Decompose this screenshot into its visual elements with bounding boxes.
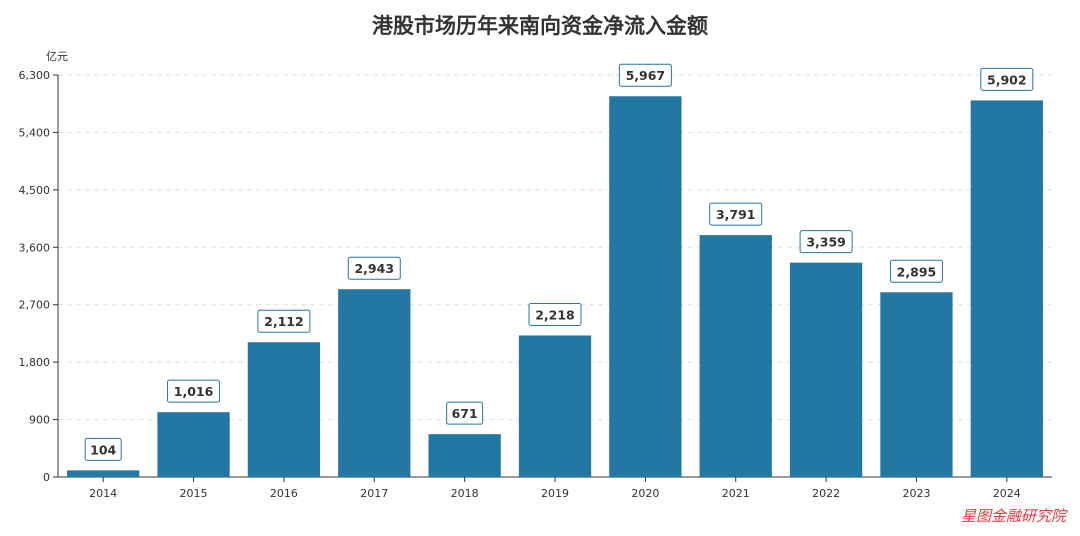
bar — [247, 342, 321, 477]
data-label-box — [167, 379, 221, 403]
x-tick-label: 2023 — [902, 487, 930, 500]
bar — [67, 470, 140, 477]
x-tick-label: 2014 — [89, 487, 117, 500]
bar — [970, 100, 1043, 478]
data-label: 2,943 — [354, 261, 394, 276]
y-tick-label: 1,800 — [19, 356, 51, 369]
bar — [789, 262, 863, 477]
data-label: 5,967 — [626, 68, 666, 83]
data-label: 2,112 — [264, 314, 304, 329]
y-tick-label: 0 — [43, 471, 50, 484]
x-tick-label: 2020 — [631, 487, 659, 500]
data-label: 671 — [452, 406, 478, 421]
data-label: 2,218 — [535, 307, 575, 322]
data-label-box — [257, 309, 311, 333]
data-label-box — [618, 63, 672, 87]
bar — [699, 235, 772, 477]
data-label-box — [799, 230, 853, 254]
y-tick-label: 2,700 — [19, 299, 51, 312]
bar — [338, 289, 411, 477]
y-axis-unit: 亿元 — [46, 50, 68, 63]
data-label: 104 — [90, 442, 116, 457]
bar — [880, 292, 953, 477]
watermark: 星图金融研究院 — [960, 507, 1066, 525]
data-label-box — [347, 256, 401, 280]
x-tick-label: 2016 — [270, 487, 298, 500]
x-tick-label: 2018 — [451, 487, 479, 500]
x-tick-label: 2019 — [541, 487, 569, 500]
x-tick-label: 2017 — [360, 487, 388, 500]
data-label: 2,895 — [897, 264, 937, 279]
bar — [518, 335, 592, 477]
bar — [428, 434, 501, 477]
data-label-box — [84, 437, 122, 461]
y-tick-label: 6,300 — [19, 69, 51, 82]
x-tick-label: 2024 — [993, 487, 1021, 500]
bar — [609, 96, 682, 478]
chart-title: 港股市场历年来南向资金净流入金额 — [372, 14, 708, 38]
data-label-box — [709, 202, 763, 226]
x-tick-label: 2021 — [722, 487, 750, 500]
data-label-box — [528, 302, 582, 326]
data-label-box — [446, 401, 484, 425]
data-label-box — [889, 259, 943, 283]
y-tick-label: 900 — [29, 414, 50, 427]
data-label: 3,791 — [716, 207, 756, 222]
data-label: 1,016 — [174, 384, 214, 399]
data-label: 5,902 — [987, 72, 1027, 87]
data-label: 3,359 — [806, 235, 846, 250]
data-label-box — [980, 67, 1034, 91]
y-tick-label: 4,500 — [19, 184, 51, 197]
x-tick-label: 2015 — [180, 487, 208, 500]
y-tick-label: 3,600 — [19, 241, 51, 254]
y-tick-label: 5,400 — [19, 126, 51, 139]
x-tick-label: 2022 — [812, 487, 840, 500]
bar — [157, 412, 230, 477]
